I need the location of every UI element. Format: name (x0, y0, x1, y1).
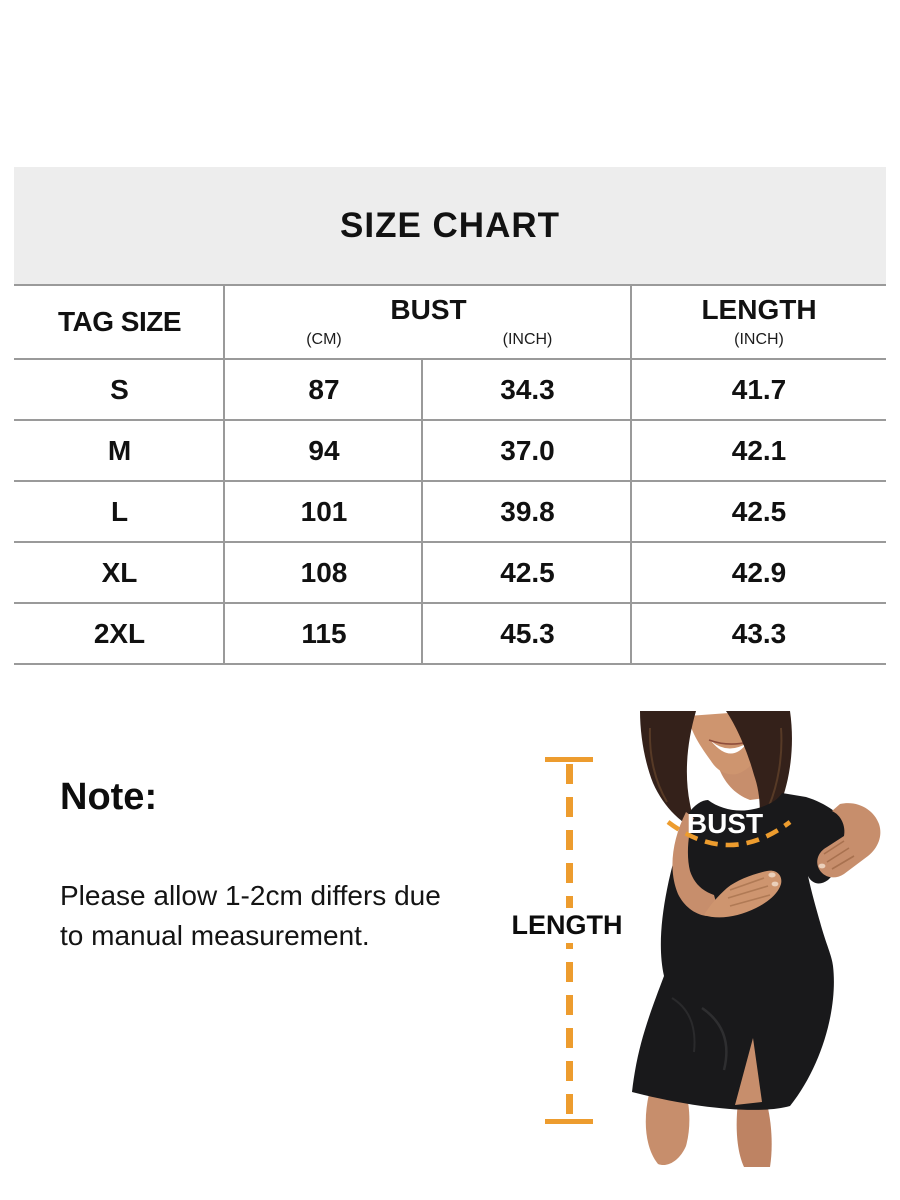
bust-label: BUST (687, 808, 763, 839)
table-row: 2XL 115 45.3 43.3 (14, 602, 886, 663)
table-divider (630, 286, 632, 663)
cell-bust-cm: 87 (308, 373, 340, 405)
belly-arm (672, 812, 782, 918)
note-line-2: to manual measurement. (60, 919, 370, 951)
subheader-length-inch: (INCH) (734, 331, 784, 348)
length-label: LENGTH (502, 908, 632, 943)
length-line-top-cap (545, 757, 593, 762)
col-header-length: LENGTH (701, 294, 817, 325)
length-line-bottom-cap (545, 1119, 593, 1124)
note-line-1: Please allow 1-2cm differs due (60, 880, 441, 911)
cell-bust-inch: 39.8 (500, 495, 555, 527)
table-row: XL 108 42.5 42.9 (14, 541, 886, 602)
cell-bust-cm: 94 (308, 434, 340, 466)
cell-bust-cm: 108 (300, 556, 348, 588)
cell-size: S (110, 373, 129, 405)
cell-bust-inch: 45.3 (500, 617, 555, 649)
size-table: TAG SIZE BUST LENGTH (CM) (INCH) (INCH) … (14, 284, 886, 665)
subheader-bust-inch: (INCH) (502, 331, 553, 348)
cell-bust-cm: 115 (301, 617, 347, 649)
table-row: S 87 34.3 41.7 (14, 358, 886, 419)
skirt-slit (735, 1038, 762, 1105)
dress-shape (632, 793, 856, 1110)
page-title: SIZE CHART (340, 205, 560, 245)
table-divider (223, 286, 225, 663)
cell-length-inch: 42.1 (731, 434, 787, 466)
cell-size: L (110, 495, 129, 527)
cell-size: XL (101, 556, 138, 588)
cell-bust-inch: 34.3 (500, 373, 555, 405)
title-banner: SIZE CHART (14, 167, 886, 284)
hip-arm (817, 803, 881, 878)
cell-length-inch: 42.5 (731, 495, 787, 527)
col-header-bust: BUST (390, 294, 467, 325)
table-divider (421, 358, 423, 663)
cell-bust-inch: 37.0 (500, 434, 555, 466)
col-header-tag-size: TAG SIZE (57, 306, 182, 337)
table-row: M 94 37.0 42.1 (14, 419, 886, 480)
cell-length-inch: 42.9 (731, 556, 787, 588)
cell-bust-cm: 101 (300, 495, 348, 527)
back-leg (736, 1102, 772, 1167)
note-heading: Note: (60, 776, 158, 818)
table-row: L 101 39.8 42.5 (14, 480, 886, 541)
model-figure: BUST (632, 711, 881, 1167)
cell-size: M (107, 434, 132, 466)
cell-length-inch: 43.3 (731, 617, 787, 649)
front-leg (645, 1092, 690, 1166)
bust-measure-curve (666, 820, 792, 848)
cell-bust-inch: 42.5 (500, 556, 555, 588)
smile (711, 741, 747, 754)
subheader-bust-cm: (CM) (306, 331, 342, 348)
note-text: Please allow 1-2cm differs due to manual … (60, 876, 441, 956)
table-header: TAG SIZE BUST LENGTH (CM) (INCH) (INCH) (14, 286, 886, 358)
skirt-fold (671, 997, 696, 1053)
cell-size: 2XL (93, 617, 146, 649)
skirt-fold (701, 1006, 728, 1071)
cell-length-inch: 41.7 (731, 373, 787, 405)
